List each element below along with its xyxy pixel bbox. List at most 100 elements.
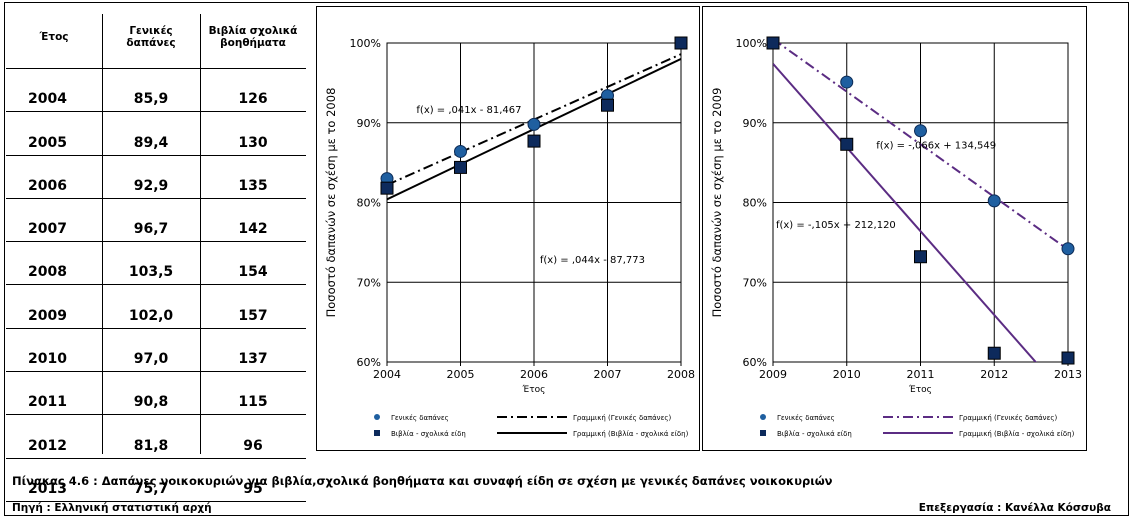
- chart-2004-2008-svg: 60% 70% 80% 90% 100% 2004 2005 2006 2007 2008 Έτος…: [324, 36, 695, 438]
- legend-label: Γενικές δαπάνες: [391, 414, 449, 422]
- y-tick-label: 60%: [743, 356, 767, 369]
- x-tick-label: 2009: [759, 368, 787, 381]
- cell-books-school-aids: 137: [200, 328, 306, 373]
- data-point-books: [527, 134, 541, 148]
- table-row: 2012 81,8 96: [6, 414, 306, 459]
- plot-border: [386, 42, 682, 363]
- data-point-general: [914, 124, 927, 138]
- cell-year: 2008: [6, 241, 102, 286]
- cell-books-school-aids: 96: [200, 414, 306, 459]
- legend-marker-square: [374, 430, 380, 436]
- legend-label: Γραμμική (Γενικές δαπάνες): [959, 414, 1057, 422]
- data-point-books: [914, 250, 927, 264]
- legend-marker-circle: [374, 414, 380, 420]
- y-tick-label: 60%: [357, 356, 381, 369]
- y-axis-label: Ποσοστό δαπανών σε σχέση με το 2008: [324, 88, 338, 318]
- legend-label: Βιβλία - σχολικά είδη: [777, 430, 852, 438]
- cell-year: 2013: [6, 458, 102, 502]
- data-point-general: [454, 144, 467, 158]
- cell-general-expenses: 90,8: [102, 371, 200, 416]
- legend-label: Γραμμική (Βιβλία - σχολικά είδη): [959, 430, 1075, 438]
- cell-books-school-aids: 154: [200, 241, 306, 286]
- data-point-books: [840, 137, 854, 151]
- cell-year: 2004: [6, 68, 102, 113]
- data-point-books: [674, 36, 688, 50]
- table-row: 2009 102,0 157: [6, 284, 306, 329]
- trendline: [773, 63, 1038, 362]
- cell-year: 2011: [6, 371, 102, 416]
- figure-caption: Πίνακας 4.6 : Δαπάνες νοικοκυριών για βι…: [12, 474, 833, 488]
- data-point-general: [1061, 242, 1075, 256]
- cell-year: 2006: [6, 155, 102, 199]
- cell-general-expenses: 85,9: [102, 68, 200, 113]
- header-general-expenses: Γενικές δαπάνες: [102, 6, 200, 69]
- table-row: 2004 85,9 126: [6, 68, 306, 113]
- y-tick-label: 70%: [357, 276, 381, 289]
- table-row: 2013 75,7 95: [6, 458, 306, 502]
- cell-books-school-aids: 157: [200, 284, 306, 329]
- figure-frame: [4, 2, 1129, 516]
- y-tick-label: 100%: [350, 37, 381, 50]
- data-point-books: [766, 36, 780, 50]
- chart-2009-2013-svg: 60% 70% 80% 90% 100% 2009 2010 2011 2012 2013 Έτος…: [710, 36, 1082, 438]
- x-tick-label: 2004: [373, 368, 401, 381]
- data-point-books: [454, 160, 467, 174]
- legend-marker-circle: [760, 414, 766, 420]
- cell-general-expenses: 102,0: [102, 284, 200, 329]
- header-books-school-aids: Βιβλία σχολικά βοηθήματα: [200, 6, 306, 69]
- data-point-general: [987, 194, 1001, 208]
- plot-border: [772, 42, 1069, 363]
- y-tick-label: 70%: [743, 276, 767, 289]
- cell-general-expenses: 81,8: [102, 414, 200, 459]
- table-row: 2006 92,9 135: [6, 155, 306, 199]
- legend-label: Γραμμική (Γενικές δαπάνες): [573, 414, 671, 422]
- cell-year: 2005: [6, 111, 102, 156]
- processing-note: Επεξεργασία : Κανέλλα Κόσσυβα: [918, 502, 1111, 514]
- trendline: [776, 43, 1068, 251]
- cell-books-school-aids: 126: [200, 68, 306, 113]
- cell-books-school-aids: 115: [200, 371, 306, 416]
- data-point-books: [1061, 351, 1075, 365]
- table-column-divider: [102, 14, 103, 454]
- y-tick-label: 80%: [743, 197, 767, 210]
- y-tick-label: 90%: [357, 117, 381, 130]
- header-year: Έτος: [6, 6, 102, 69]
- data-point-books: [987, 346, 1001, 360]
- data-table: Έτος Γενικές δαπάνες Βιβλία σχολικά βοηθ…: [6, 6, 306, 502]
- source-note: Πηγή : Ελληνική στατιστική αρχή: [12, 502, 212, 514]
- y-tick-label: 100%: [736, 37, 767, 50]
- x-tick-label: 2010: [833, 368, 861, 381]
- table-row: 2011 90,8 115: [6, 371, 306, 416]
- data-point-books: [601, 98, 614, 112]
- x-tick-label: 2008: [667, 368, 695, 381]
- chart-2004-2008: 60% 70% 80% 90% 100% 2004 2005 2006 2007 2008 Έτος…: [316, 6, 700, 451]
- table-row: 2010 97,0 137: [6, 328, 306, 373]
- table-header-row: Έτος Γενικές δαπάνες Βιβλία σχολικά βοηθ…: [6, 6, 306, 69]
- trendline-equation: f(x) = -,066x + 134,549: [876, 140, 996, 151]
- data-point-general: [527, 117, 541, 131]
- trendline-equation: f(x) = -,105x + 212,120: [776, 220, 896, 231]
- data-point-general: [840, 75, 854, 89]
- table-row: 2007 96,7 142: [6, 198, 306, 243]
- cell-general-expenses: 97,0: [102, 328, 200, 373]
- x-axis-label: Έτος: [908, 385, 932, 395]
- legend-label: Γραμμική (Βιβλία - σχολικά είδη): [573, 430, 689, 438]
- legend-label: Βιβλία - σχολικά είδη: [391, 430, 466, 438]
- trendline-equation: f(x) = ,041x - 81,467: [416, 105, 521, 116]
- trendline-group: [773, 43, 1068, 362]
- cell-books-school-aids: 135: [200, 155, 306, 199]
- cell-general-expenses: 103,5: [102, 241, 200, 286]
- y-axis-label: Ποσοστό δαπανών σε σχέση με το 2009: [710, 88, 724, 318]
- cell-books-school-aids: 142: [200, 198, 306, 243]
- trendline-equation: f(x) = ,044x - 87,773: [540, 255, 645, 266]
- table-column-divider: [200, 14, 201, 454]
- cell-books-school-aids: 130: [200, 111, 306, 156]
- table-row: 2005 89,4 130: [6, 111, 306, 156]
- cell-general-expenses: 96,7: [102, 198, 200, 243]
- table-row: 2008 103,5 154: [6, 241, 306, 286]
- cell-year: 2010: [6, 328, 102, 373]
- x-axis-label: Έτος: [522, 385, 546, 395]
- cell-year: 2009: [6, 284, 102, 329]
- legend-marker-square: [760, 430, 766, 436]
- cell-books-school-aids: 95: [200, 458, 306, 502]
